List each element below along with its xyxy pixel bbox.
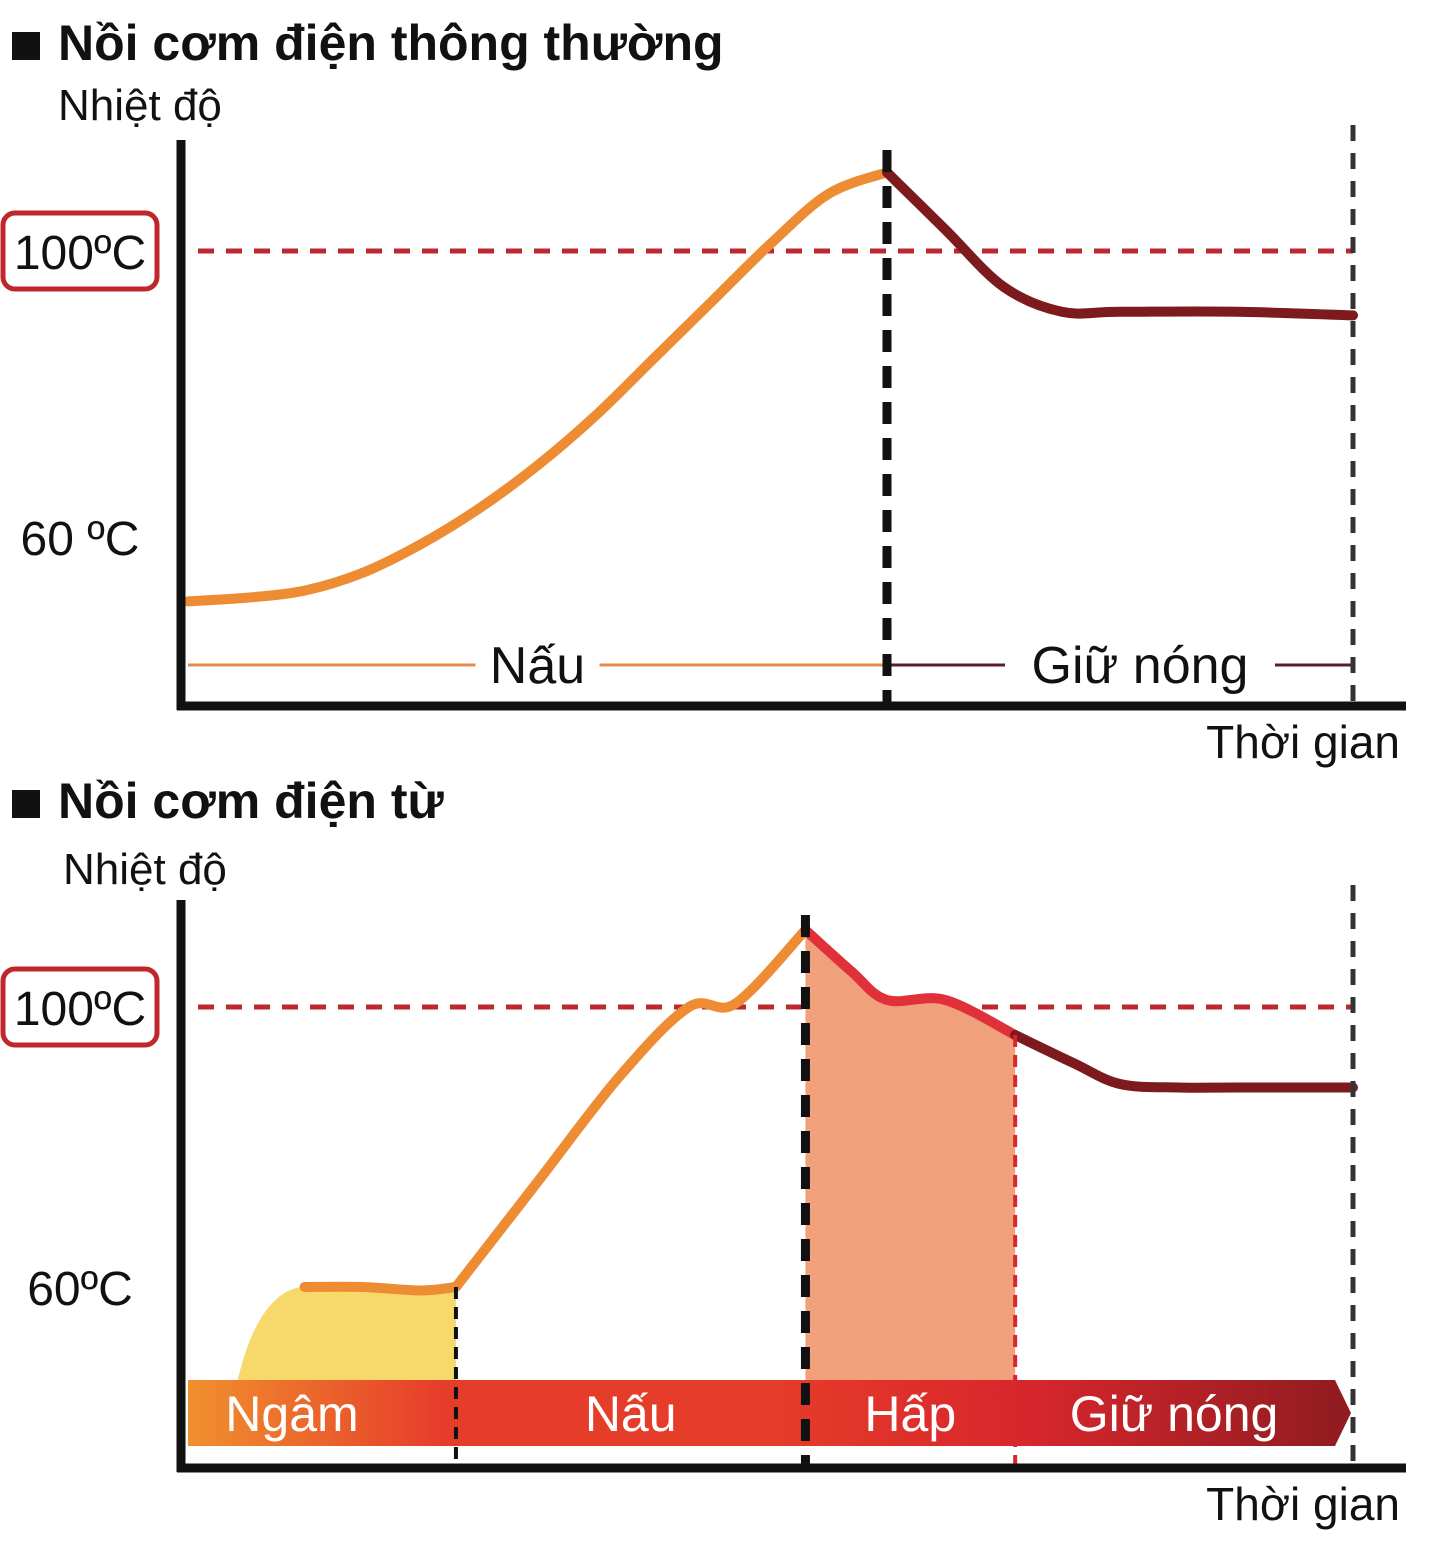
y-tick-label-1-0: 100ºC: [14, 983, 146, 1036]
series-line-1-keep: [1010, 1030, 1358, 1093]
y-tick-label-1-1: 60ºC: [27, 1263, 133, 1316]
phase-label-0-0: Nấu: [490, 637, 585, 695]
x-axis-label-1: Thời gian: [1206, 1478, 1400, 1530]
series-line-1-soak: [299, 1281, 461, 1296]
phase-label-1-1: Nấu: [585, 1386, 677, 1442]
chart-title-0: Nồi cơm điện thông thường: [58, 15, 724, 71]
y-axis-label-0: Nhiệt độ: [58, 81, 222, 130]
y-tick-label-0-1: 60 ºC: [21, 513, 140, 566]
series-line-0-keep: [882, 167, 1358, 321]
series-line-1-steam: [800, 925, 1021, 1040]
phase-label-3-1: Giữ nóng: [1070, 1386, 1279, 1442]
x-axis-label-0: Thời gian: [1206, 716, 1400, 768]
y-axis-label-1: Nhiệt độ: [63, 845, 227, 894]
tick-box-0: [0, 210, 160, 292]
title-bullet-1: [12, 790, 40, 818]
phase-label-2-1: Hấp: [864, 1386, 956, 1442]
series-line-1-cook: [450, 925, 811, 1292]
phase-label-1-0: Giữ nóng: [1032, 637, 1249, 695]
series-line-0-cook: [183, 167, 892, 607]
phase-band-arrow: [188, 1380, 1351, 1446]
phase-label-0-1: Ngâm: [225, 1386, 358, 1442]
chart-title-1: Nồi cơm điện từ: [58, 773, 444, 829]
steam-fill-area: [805, 930, 1016, 1446]
y-tick-label-0-0: 100ºC: [14, 227, 146, 280]
title-bullet-0: [12, 32, 40, 60]
tick-box-1: [0, 966, 160, 1048]
